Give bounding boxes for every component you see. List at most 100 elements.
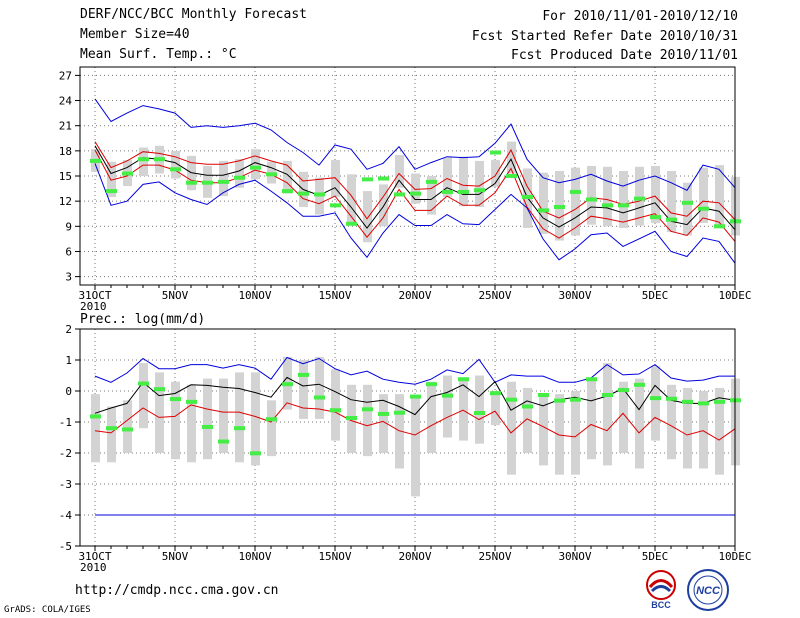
temp-observed-marker — [458, 189, 469, 194]
temp-ytick-label: 3 — [65, 271, 72, 284]
prec-observed-marker — [490, 391, 501, 396]
temp-spread-box — [347, 174, 356, 223]
prec-observed-marker — [602, 393, 613, 398]
temp-spread-box — [443, 157, 452, 197]
prec-observed-marker — [506, 397, 517, 402]
temp-observed-marker — [378, 176, 389, 181]
prec-spread-box — [91, 394, 100, 463]
prec-spread-box — [651, 366, 660, 441]
prec-spread-box — [315, 356, 324, 419]
prec-ytick-label: -2 — [59, 447, 72, 460]
bcc-logo: BCC — [646, 570, 676, 610]
prec-observed-marker — [714, 399, 725, 404]
temp-observed-marker — [170, 167, 181, 172]
prec-observed-marker — [170, 397, 181, 402]
prec-observed-marker — [250, 451, 261, 456]
temp-spread-box — [619, 170, 628, 228]
prec-spread-box — [379, 394, 388, 453]
temp-xtick-label: 15NOV — [318, 289, 351, 302]
prec-spread-box — [699, 391, 708, 469]
temp-spread-box — [235, 159, 244, 188]
prec-observed-marker — [330, 408, 341, 413]
temp-spread-box — [667, 170, 676, 233]
temp-observed-marker — [522, 194, 533, 199]
prec-xtick-label: 20NOV — [398, 550, 431, 563]
temp-spread-box — [363, 191, 372, 243]
figure-title: DERF/NCC/BCC Monthly Forecast — [80, 7, 307, 22]
temp-xtick-year: 2010 — [80, 300, 107, 313]
prec-spread-box — [123, 400, 132, 453]
prec-ytick-label: 2 — [65, 323, 72, 336]
prec-line-mean — [94, 376, 736, 416]
temp-ytick-label: 27 — [59, 69, 72, 82]
temp-observed-marker — [570, 189, 581, 194]
prec-spread-box — [443, 375, 452, 438]
prec-observed-marker — [122, 427, 133, 432]
prec-observed-marker — [346, 415, 357, 420]
temp-observed-marker — [538, 208, 549, 213]
prec-observed-marker — [394, 410, 405, 415]
prec-spread-box — [715, 387, 724, 475]
temp-observed-marker — [362, 177, 373, 182]
member-size: Member Size=40 — [80, 27, 190, 42]
temp-spread-box — [219, 160, 228, 197]
prec-spread-box — [155, 372, 164, 453]
prec-spread-box — [331, 369, 340, 441]
temp-observed-marker — [426, 179, 437, 184]
prec-line-max — [94, 356, 735, 385]
temp-line-min — [94, 163, 736, 264]
prec-xtick-label: 15NOV — [318, 550, 351, 563]
fcst-start-date: Fcst Started Refer Date 2010/10/31 — [471, 29, 738, 44]
temp-spread-box — [411, 173, 420, 204]
temp-spread-box — [651, 165, 660, 223]
prec-xtick-year: 2010 — [80, 561, 107, 574]
prec-observed-marker — [554, 398, 565, 403]
prec-observed-marker — [202, 424, 213, 429]
temp-observed-marker — [714, 224, 725, 229]
temp-spread-box — [395, 155, 404, 188]
prec-spread-box — [571, 391, 580, 475]
temp-xtick-label: 5DEC — [642, 289, 669, 302]
prec-spread-box — [251, 372, 260, 466]
prec-observed-marker — [218, 439, 229, 444]
temp-observed-marker — [698, 206, 709, 211]
temp-observed-marker — [202, 180, 213, 185]
temp-ytick-label: 12 — [59, 195, 72, 208]
temp-xtick-label: 5NOV — [162, 289, 189, 302]
temp-line-spread-low — [94, 149, 736, 242]
temp-observed-marker — [90, 158, 101, 163]
temp-observed-marker — [346, 221, 357, 226]
prec-ytick-label: 0 — [65, 385, 72, 398]
prec-spread-box — [235, 372, 244, 463]
prec-observed-marker — [570, 397, 581, 402]
prec-spread-box — [459, 378, 468, 441]
temp-ytick-label: 9 — [65, 220, 72, 233]
prec-spread-box — [507, 381, 516, 475]
temp-observed-marker — [554, 205, 565, 210]
prec-observed-marker — [298, 372, 309, 377]
prec-observed-marker — [634, 382, 645, 387]
prec-spread-box — [603, 363, 612, 466]
prec-spread-box — [203, 378, 212, 460]
temp-xtick-label: 25NOV — [478, 289, 511, 302]
temp-ytick-label: 18 — [59, 145, 72, 158]
source-url[interactable]: http://cmdp.ncc.cma.gov.cn — [75, 583, 279, 598]
prec-observed-marker — [538, 393, 549, 398]
temp-ytick-label: 21 — [59, 120, 72, 133]
temp-spread-box — [507, 141, 516, 174]
prec-observed-marker — [282, 382, 293, 387]
temp-observed-marker — [298, 191, 309, 196]
temp-line-max — [94, 98, 736, 191]
prec-ytick-label: -1 — [59, 416, 72, 429]
temp-observed-marker — [410, 191, 421, 196]
temp-spread-box — [603, 166, 612, 227]
prec-observed-marker — [474, 411, 485, 416]
temp-observed-marker — [282, 189, 293, 194]
temp-observed-marker — [474, 188, 485, 193]
temp-ytick-label: 6 — [65, 245, 72, 258]
prec-ytick-label: -4 — [59, 509, 73, 522]
prec-spread-box — [523, 387, 532, 453]
prec-xtick-label: 5NOV — [162, 550, 189, 563]
temp-observed-marker — [122, 171, 133, 176]
